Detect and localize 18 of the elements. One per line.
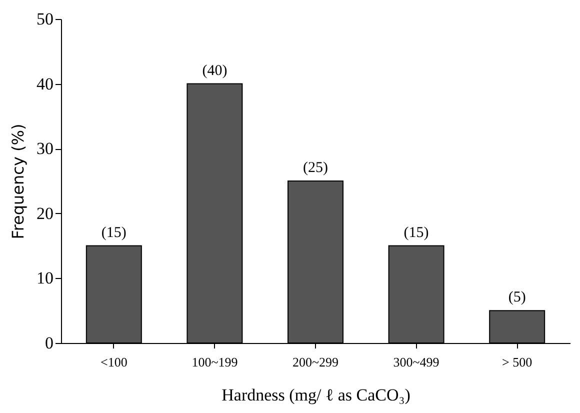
data-label: (15) [101,224,126,241]
x-tick-label: 300~499 [393,354,440,370]
y-tick-label: 50 [36,10,54,28]
y-tick-label: 30 [36,139,54,158]
y-axis-title: Frequency (%) [8,124,28,240]
data-label: (40) [202,62,228,79]
y-tick-label: 40 [36,74,54,94]
x-tick-label: <100 [100,354,128,370]
y-tick-label: 10 [36,268,54,288]
x-tick-label: 200~299 [292,354,339,370]
y-tick-label: 0 [45,334,54,352]
y-tick-label: 20 [36,204,54,223]
data-label: (15) [404,224,429,241]
x-axis-title: Hardness (mg/ ℓ as CaCO₃) [222,386,410,404]
data-label: (25) [303,160,328,176]
data-label: (5) [508,290,526,306]
x-tick-label: 100~199 [192,354,238,370]
x-tick-label: > 500 [502,354,532,370]
